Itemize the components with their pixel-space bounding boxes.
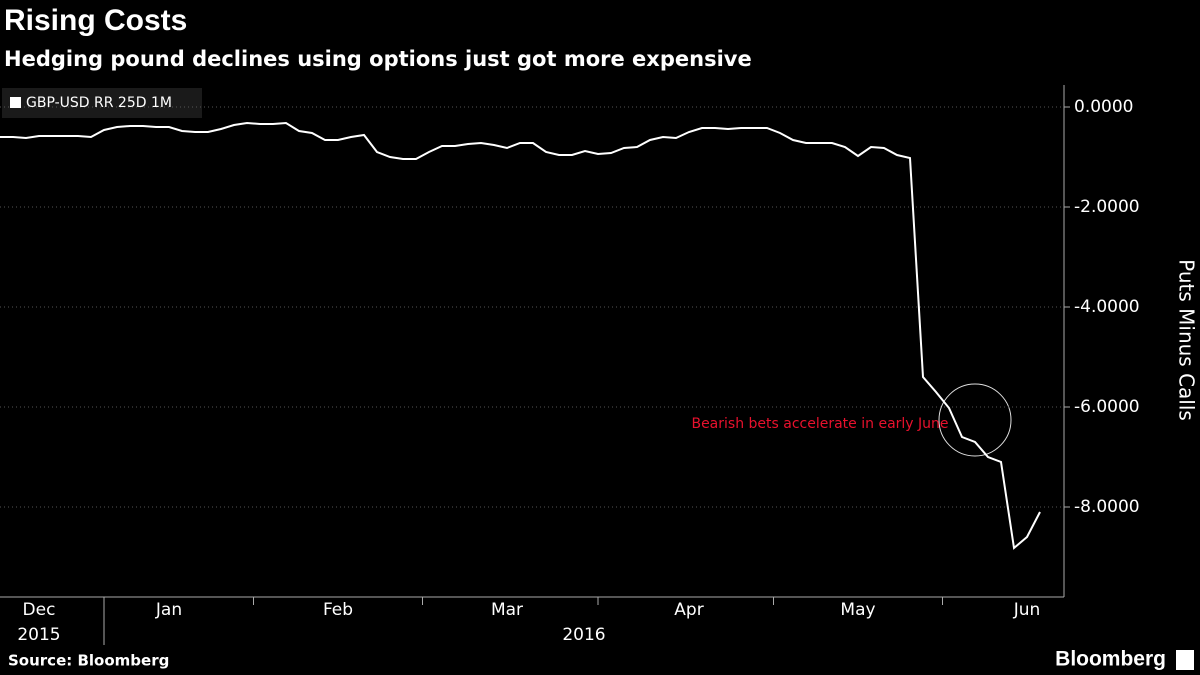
- chart-subtitle: Hedging pound declines using options jus…: [4, 47, 752, 71]
- legend-swatch: [10, 97, 21, 108]
- y-tick-label: -8.0000: [1074, 497, 1140, 517]
- year-label: 2015: [17, 625, 60, 645]
- x-tick-label: Mar: [491, 600, 523, 620]
- x-tick-label: Feb: [323, 600, 353, 620]
- brand-icon: [1176, 650, 1194, 670]
- x-tick-label: Apr: [674, 600, 703, 620]
- brand: Bloomberg: [1055, 648, 1166, 671]
- y-axis-label: Puts Minus Calls: [1175, 259, 1199, 421]
- legend-label: GBP-USD RR 25D 1M: [26, 95, 172, 111]
- source: Source: Bloomberg: [8, 652, 169, 670]
- x-tick-label: Jan: [155, 600, 182, 620]
- y-tick-label: 0.0000: [1074, 97, 1133, 117]
- y-tick-label: -4.0000: [1074, 297, 1140, 317]
- legend: [2, 88, 202, 118]
- chart-title: Rising Costs: [4, 4, 187, 37]
- line-series: [0, 121, 1041, 550]
- annotation-circle: [938, 383, 1012, 457]
- x-tick-label: Jun: [1013, 600, 1041, 620]
- x-tick-label: May: [840, 600, 875, 620]
- annotation: Bearish bets accelerate in early June: [691, 416, 948, 432]
- y-tick-label: -6.0000: [1074, 397, 1140, 417]
- x-tick-label: Dec: [23, 600, 56, 620]
- y-tick-label: -2.0000: [1074, 197, 1140, 217]
- year-label: 2016: [562, 625, 605, 645]
